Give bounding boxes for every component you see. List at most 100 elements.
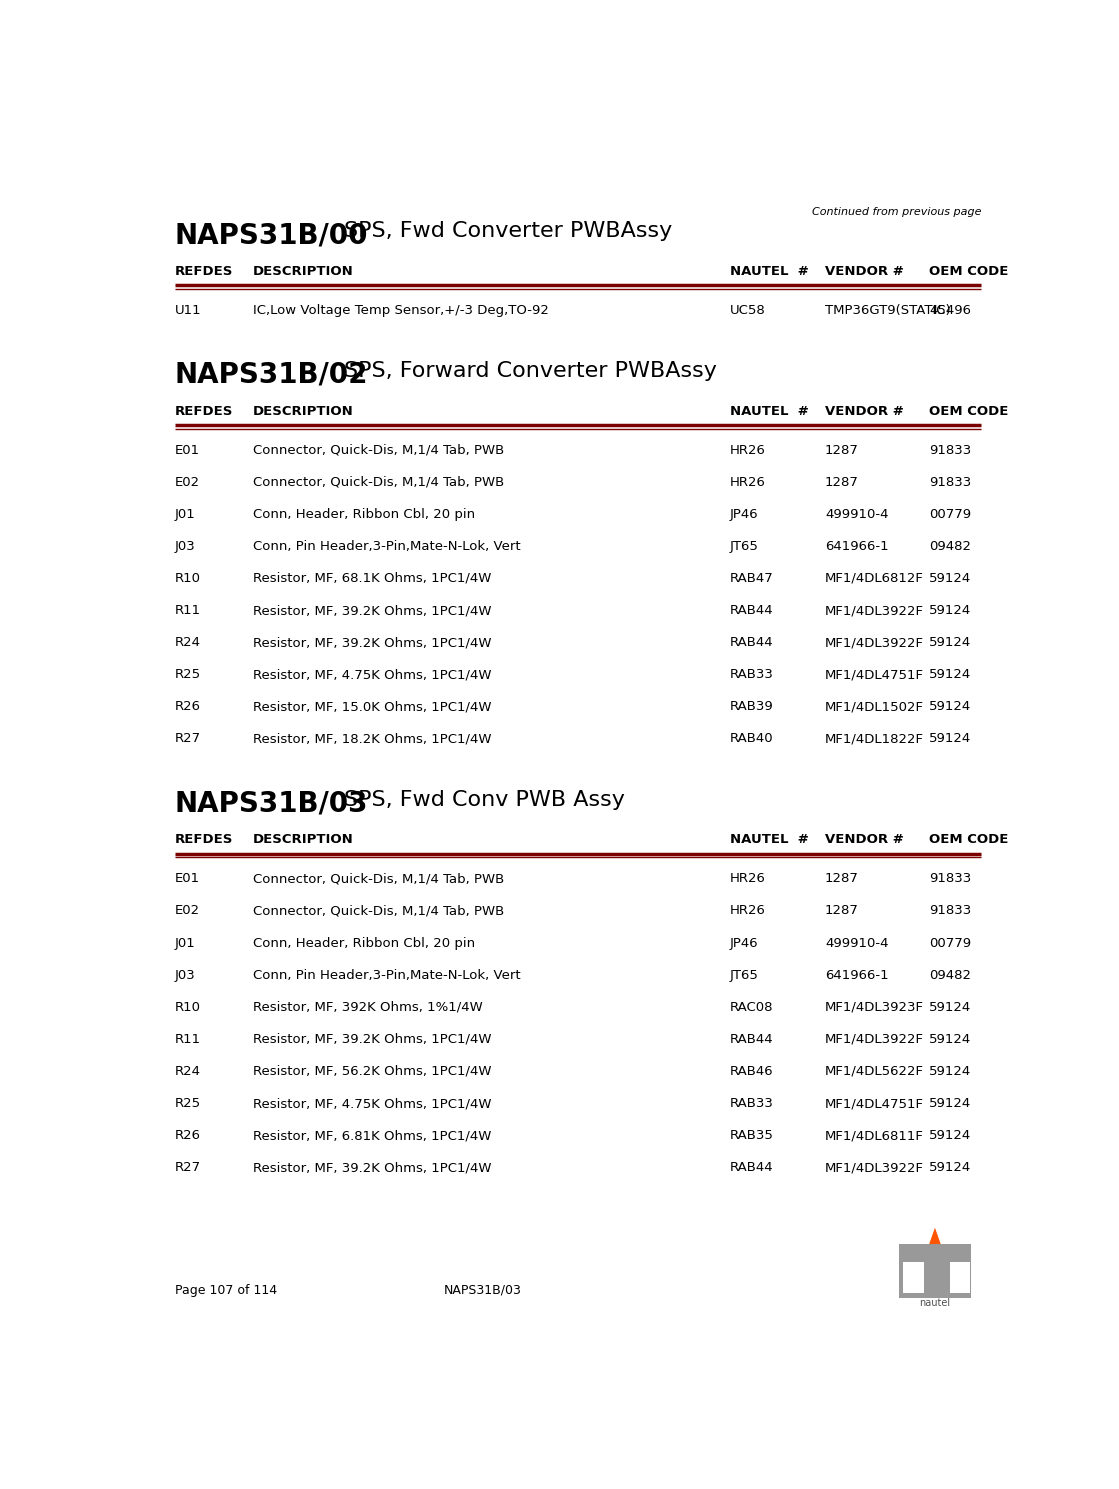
Text: 59124: 59124 (929, 1161, 971, 1175)
Text: Connector, Quick-Dis, M,1/4 Tab, PWB: Connector, Quick-Dis, M,1/4 Tab, PWB (253, 873, 504, 886)
Text: VENDOR #: VENDOR # (825, 834, 904, 846)
Text: R10: R10 (175, 1001, 200, 1014)
Text: 09482: 09482 (929, 541, 971, 552)
Text: MF1/4DL5622F: MF1/4DL5622F (825, 1065, 924, 1078)
Text: E02: E02 (175, 475, 199, 488)
Text: J01: J01 (175, 508, 196, 521)
Text: Conn, Header, Ribbon Cbl, 20 pin: Conn, Header, Ribbon Cbl, 20 pin (253, 508, 474, 521)
Text: NAUTEL  #: NAUTEL # (730, 834, 808, 846)
Text: RAB39: RAB39 (730, 700, 773, 713)
Text: 1287: 1287 (825, 475, 859, 488)
Text: 91833: 91833 (929, 444, 971, 457)
Text: nautel: nautel (920, 1298, 950, 1307)
Text: Conn, Header, Ribbon Cbl, 20 pin: Conn, Header, Ribbon Cbl, 20 pin (253, 937, 474, 950)
Text: U11: U11 (175, 304, 201, 317)
Text: SPS, Fwd Converter PWBAssy: SPS, Fwd Converter PWBAssy (344, 220, 671, 241)
Text: R24: R24 (175, 636, 200, 649)
Text: Resistor, MF, 6.81K Ohms, 1PC1/4W: Resistor, MF, 6.81K Ohms, 1PC1/4W (253, 1129, 491, 1142)
Text: 91833: 91833 (929, 904, 971, 917)
Text: Connector, Quick-Dis, M,1/4 Tab, PWB: Connector, Quick-Dis, M,1/4 Tab, PWB (253, 475, 504, 488)
Text: Page 107 of 114: Page 107 of 114 (175, 1284, 276, 1297)
Text: DESCRIPTION: DESCRIPTION (253, 405, 354, 417)
Text: RAB33: RAB33 (730, 1097, 773, 1111)
Text: R10: R10 (175, 572, 200, 585)
FancyBboxPatch shape (950, 1261, 970, 1292)
Text: DESCRIPTION: DESCRIPTION (253, 265, 354, 277)
Text: TMP36GT9(STATIC): TMP36GT9(STATIC) (825, 304, 951, 317)
Text: MF1/4DL1502F: MF1/4DL1502F (825, 700, 924, 713)
Text: R27: R27 (175, 1161, 200, 1175)
Text: 59124: 59124 (929, 700, 971, 713)
Text: Resistor, MF, 39.2K Ohms, 1PC1/4W: Resistor, MF, 39.2K Ohms, 1PC1/4W (253, 605, 491, 616)
Text: Resistor, MF, 68.1K Ohms, 1PC1/4W: Resistor, MF, 68.1K Ohms, 1PC1/4W (253, 572, 491, 585)
Text: 59124: 59124 (929, 1129, 971, 1142)
Text: MF1/4DL3922F: MF1/4DL3922F (825, 1161, 924, 1175)
Text: MF1/4DL4751F: MF1/4DL4751F (825, 1097, 924, 1111)
FancyBboxPatch shape (899, 1243, 971, 1298)
Text: Connector, Quick-Dis, M,1/4 Tab, PWB: Connector, Quick-Dis, M,1/4 Tab, PWB (253, 904, 504, 917)
Text: RAB44: RAB44 (730, 1161, 773, 1175)
Text: OEM CODE: OEM CODE (929, 405, 1008, 417)
Text: 59124: 59124 (929, 1097, 971, 1111)
Text: JP46: JP46 (730, 937, 759, 950)
Text: RAB46: RAB46 (730, 1065, 773, 1078)
Text: R27: R27 (175, 733, 200, 746)
Text: RAC08: RAC08 (730, 1001, 773, 1014)
Text: 1287: 1287 (825, 873, 859, 886)
Text: 59124: 59124 (929, 636, 971, 649)
Text: HR26: HR26 (730, 444, 765, 457)
Text: R11: R11 (175, 1033, 200, 1045)
Text: 59124: 59124 (929, 1033, 971, 1045)
Text: VENDOR #: VENDOR # (825, 405, 904, 417)
Text: RAB44: RAB44 (730, 605, 773, 616)
Text: Resistor, MF, 39.2K Ohms, 1PC1/4W: Resistor, MF, 39.2K Ohms, 1PC1/4W (253, 636, 491, 649)
Text: RAB40: RAB40 (730, 733, 773, 746)
Text: Resistor, MF, 392K Ohms, 1%1/4W: Resistor, MF, 392K Ohms, 1%1/4W (253, 1001, 482, 1014)
Text: J01: J01 (175, 937, 196, 950)
Text: SPS, Forward Converter PWBAssy: SPS, Forward Converter PWBAssy (344, 360, 716, 381)
Text: 499910-4: 499910-4 (825, 937, 888, 950)
Text: 59124: 59124 (929, 669, 971, 682)
Text: 59124: 59124 (929, 733, 971, 746)
Text: 59124: 59124 (929, 572, 971, 585)
Text: 59124: 59124 (929, 1065, 971, 1078)
Text: NAPS31B/02: NAPS31B/02 (175, 360, 368, 389)
Text: REFDES: REFDES (175, 265, 233, 277)
Text: 09482: 09482 (929, 969, 971, 981)
Text: R26: R26 (175, 1129, 200, 1142)
Text: HR26: HR26 (730, 873, 765, 886)
Text: J03: J03 (175, 969, 196, 981)
Text: Continued from previous page: Continued from previous page (811, 207, 981, 217)
Text: HR26: HR26 (730, 904, 765, 917)
Text: R11: R11 (175, 605, 200, 616)
Text: RAB33: RAB33 (730, 669, 773, 682)
Text: 59124: 59124 (929, 605, 971, 616)
Text: R24: R24 (175, 1065, 200, 1078)
Text: E01: E01 (175, 444, 199, 457)
Text: MF1/4DL4751F: MF1/4DL4751F (825, 669, 924, 682)
Text: JP46: JP46 (730, 508, 759, 521)
Text: 499910-4: 499910-4 (825, 508, 888, 521)
Text: MF1/4DL3922F: MF1/4DL3922F (825, 605, 924, 616)
Text: Conn, Pin Header,3-Pin,Mate-N-Lok, Vert: Conn, Pin Header,3-Pin,Mate-N-Lok, Vert (253, 541, 520, 552)
Text: 91833: 91833 (929, 475, 971, 488)
Text: Resistor, MF, 4.75K Ohms, 1PC1/4W: Resistor, MF, 4.75K Ohms, 1PC1/4W (253, 1097, 491, 1111)
Text: VENDOR #: VENDOR # (825, 265, 904, 277)
Text: 641966-1: 641966-1 (825, 541, 888, 552)
Text: Resistor, MF, 39.2K Ohms, 1PC1/4W: Resistor, MF, 39.2K Ohms, 1PC1/4W (253, 1161, 491, 1175)
Text: 91833: 91833 (929, 873, 971, 886)
Text: REFDES: REFDES (175, 834, 233, 846)
Text: RAB35: RAB35 (730, 1129, 773, 1142)
Text: Resistor, MF, 4.75K Ohms, 1PC1/4W: Resistor, MF, 4.75K Ohms, 1PC1/4W (253, 669, 491, 682)
Text: Conn, Pin Header,3-Pin,Mate-N-Lok, Vert: Conn, Pin Header,3-Pin,Mate-N-Lok, Vert (253, 969, 520, 981)
Text: E01: E01 (175, 873, 199, 886)
Text: E02: E02 (175, 904, 199, 917)
Text: J03: J03 (175, 541, 196, 552)
Text: OEM CODE: OEM CODE (929, 265, 1008, 277)
Text: JT65: JT65 (730, 969, 759, 981)
Text: MF1/4DL3922F: MF1/4DL3922F (825, 636, 924, 649)
Text: 1287: 1287 (825, 444, 859, 457)
Text: UC58: UC58 (730, 304, 765, 317)
Text: 1287: 1287 (825, 904, 859, 917)
Text: R26: R26 (175, 700, 200, 713)
